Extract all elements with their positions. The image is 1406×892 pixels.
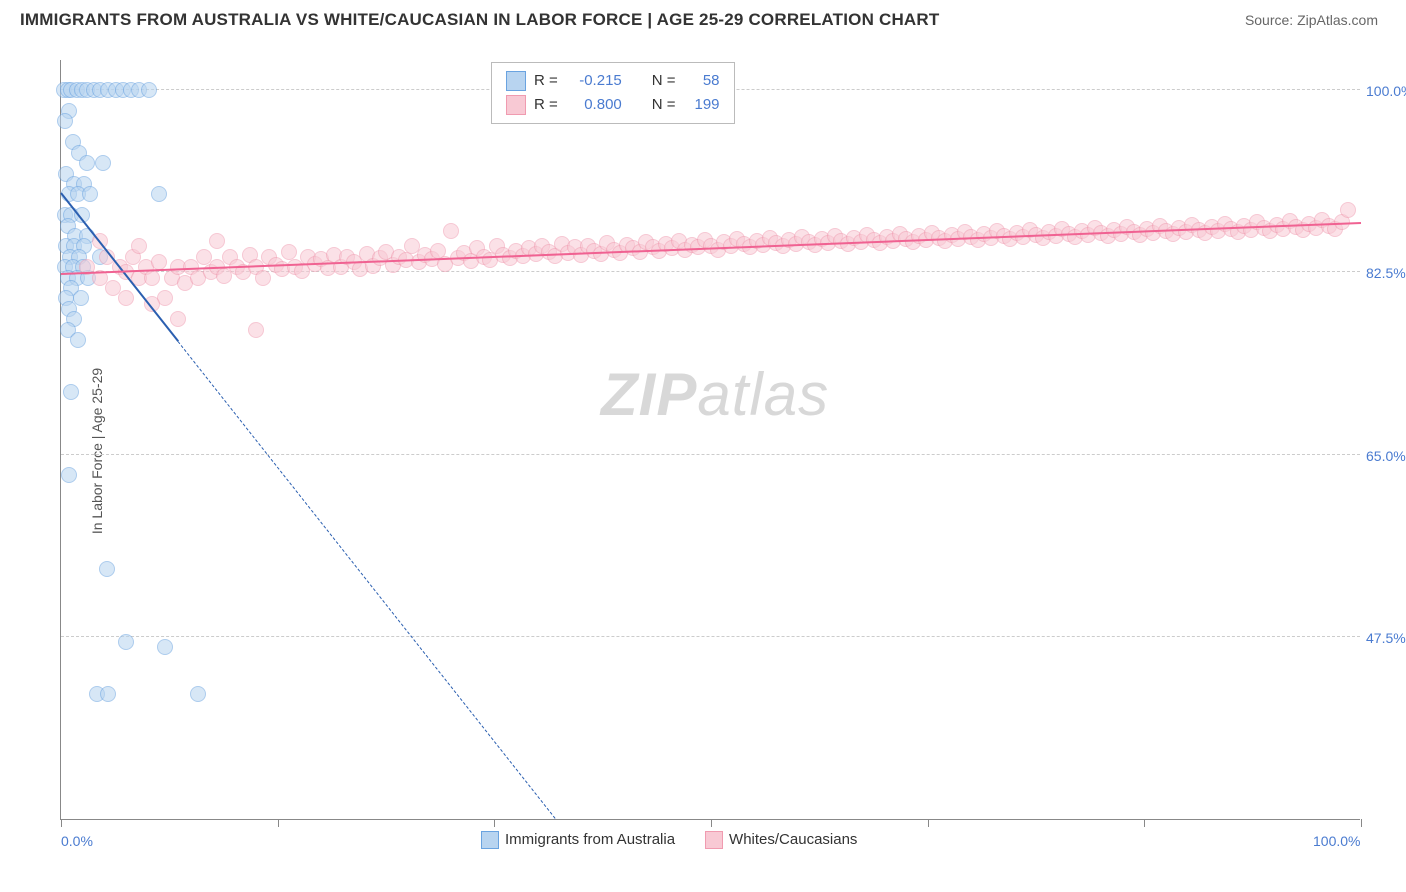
data-point-white bbox=[255, 270, 271, 286]
gridline-h bbox=[61, 454, 1360, 455]
x-tick bbox=[1144, 819, 1145, 827]
x-tick bbox=[928, 819, 929, 827]
n-value: 58 bbox=[684, 69, 720, 93]
data-point-aus bbox=[99, 561, 115, 577]
data-point-aus bbox=[118, 634, 134, 650]
series-name: Immigrants from Australia bbox=[505, 831, 675, 848]
plot-area: ZIPatlas 47.5%65.0%82.5%100.0%0.0%100.0%… bbox=[60, 60, 1360, 820]
data-point-white bbox=[170, 311, 186, 327]
y-tick-label: 100.0% bbox=[1366, 83, 1406, 99]
data-point-aus bbox=[100, 686, 116, 702]
data-point-white bbox=[443, 223, 459, 239]
r-label: R = bbox=[534, 93, 558, 117]
data-point-aus bbox=[79, 155, 95, 171]
trend-line bbox=[61, 222, 1361, 275]
data-point-aus bbox=[61, 467, 77, 483]
data-point-aus bbox=[141, 82, 157, 98]
data-point-white bbox=[281, 244, 297, 260]
series-legend: Immigrants from Australia Whites/Caucasia… bbox=[481, 831, 857, 849]
x-tick-label: 0.0% bbox=[61, 833, 93, 849]
gridline-h bbox=[61, 636, 1360, 637]
watermark: ZIPatlas bbox=[601, 360, 829, 429]
trend-line-extrapolated bbox=[178, 341, 556, 818]
data-point-aus bbox=[57, 113, 73, 129]
n-value: 199 bbox=[684, 93, 720, 117]
y-tick-label: 65.0% bbox=[1366, 448, 1406, 464]
series-legend-item: Whites/Caucasians bbox=[705, 831, 857, 849]
legend-swatch bbox=[705, 831, 723, 849]
data-point-aus bbox=[95, 155, 111, 171]
stats-legend-row: R = -0.215 N = 58 bbox=[506, 69, 720, 93]
x-tick bbox=[278, 819, 279, 827]
series-name: Whites/Caucasians bbox=[729, 831, 857, 848]
stats-legend: R = -0.215 N = 58 R = 0.800 N = 199 bbox=[491, 62, 735, 124]
data-point-white bbox=[144, 270, 160, 286]
data-point-aus bbox=[157, 639, 173, 655]
data-point-aus bbox=[190, 686, 206, 702]
data-point-white bbox=[209, 233, 225, 249]
r-label: R = bbox=[534, 69, 558, 93]
data-point-white bbox=[131, 238, 147, 254]
y-tick-label: 47.5% bbox=[1366, 630, 1406, 646]
legend-swatch bbox=[481, 831, 499, 849]
n-label: N = bbox=[652, 69, 676, 93]
legend-swatch bbox=[506, 95, 526, 115]
chart-container: In Labor Force | Age 25-29 ZIPatlas 47.5… bbox=[20, 40, 1386, 862]
legend-swatch bbox=[506, 71, 526, 91]
watermark-atlas: atlas bbox=[697, 361, 829, 428]
data-point-aus bbox=[82, 186, 98, 202]
chart-title: IMMIGRANTS FROM AUSTRALIA VS WHITE/CAUCA… bbox=[20, 10, 939, 30]
x-tick bbox=[1361, 819, 1362, 827]
data-point-aus bbox=[70, 332, 86, 348]
data-point-white bbox=[118, 290, 134, 306]
data-point-white bbox=[248, 322, 264, 338]
r-value: -0.215 bbox=[566, 69, 622, 93]
data-point-white bbox=[151, 254, 167, 270]
watermark-zip: ZIP bbox=[601, 361, 697, 428]
series-legend-item: Immigrants from Australia bbox=[481, 831, 675, 849]
data-point-white bbox=[1340, 202, 1356, 218]
stats-legend-row: R = 0.800 N = 199 bbox=[506, 93, 720, 117]
source-label: Source: bbox=[1245, 12, 1293, 28]
source-link[interactable]: ZipAtlas.com bbox=[1297, 12, 1378, 28]
x-tick-label: 100.0% bbox=[1313, 833, 1360, 849]
x-tick bbox=[61, 819, 62, 827]
y-tick-label: 82.5% bbox=[1366, 265, 1406, 281]
source-attribution: Source: ZipAtlas.com bbox=[1245, 12, 1378, 28]
n-label: N = bbox=[652, 93, 676, 117]
x-tick bbox=[711, 819, 712, 827]
r-value: 0.800 bbox=[566, 93, 622, 117]
data-point-aus bbox=[63, 384, 79, 400]
x-tick bbox=[494, 819, 495, 827]
data-point-aus bbox=[151, 186, 167, 202]
